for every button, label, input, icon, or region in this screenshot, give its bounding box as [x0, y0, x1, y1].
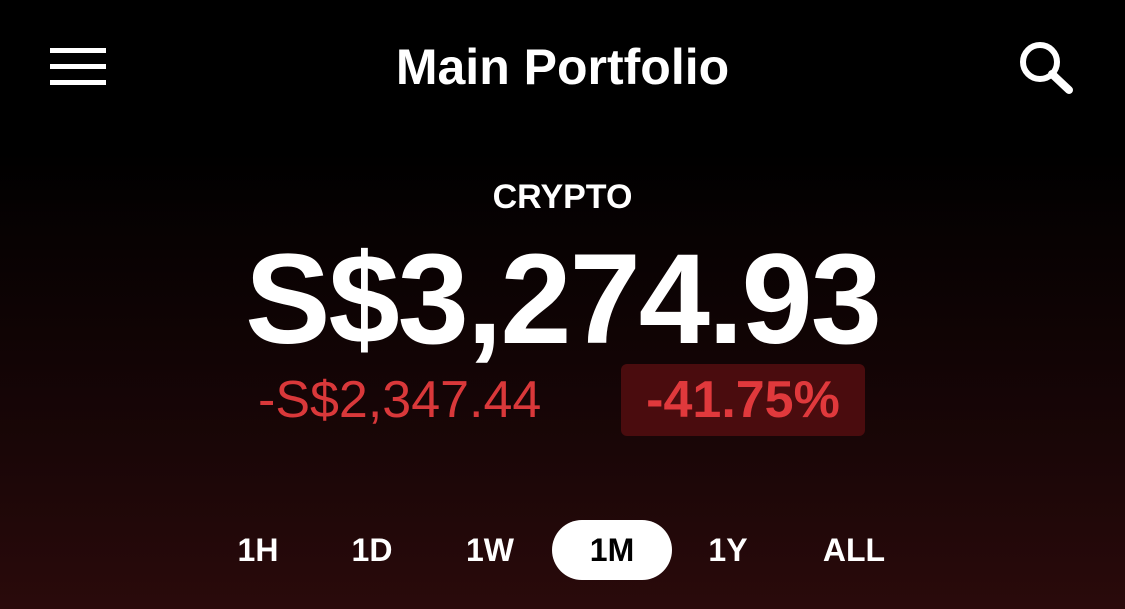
range-option[interactable]: 1D [351, 532, 393, 568]
value-change: -S$2,347.44 [258, 371, 542, 429]
range-option[interactable]: 1M [552, 520, 672, 580]
title: Main Portfolio [395, 39, 730, 95]
asset-label: CRYPTO [492, 178, 633, 216]
percent-change: -41.75% [621, 364, 865, 436]
range-option[interactable]: 1Y [708, 532, 748, 568]
search-button[interactable] [1018, 40, 1074, 94]
menu-button[interactable] [50, 48, 106, 86]
portfolio-value: S$3,274.93 [245, 228, 882, 371]
range-option[interactable]: 1W [466, 532, 514, 568]
range-option[interactable]: ALL [822, 532, 886, 568]
range-option[interactable]: 1H [237, 532, 279, 568]
range-selector: 1H 1D 1W 1M 1Y ALL [0, 520, 1125, 580]
